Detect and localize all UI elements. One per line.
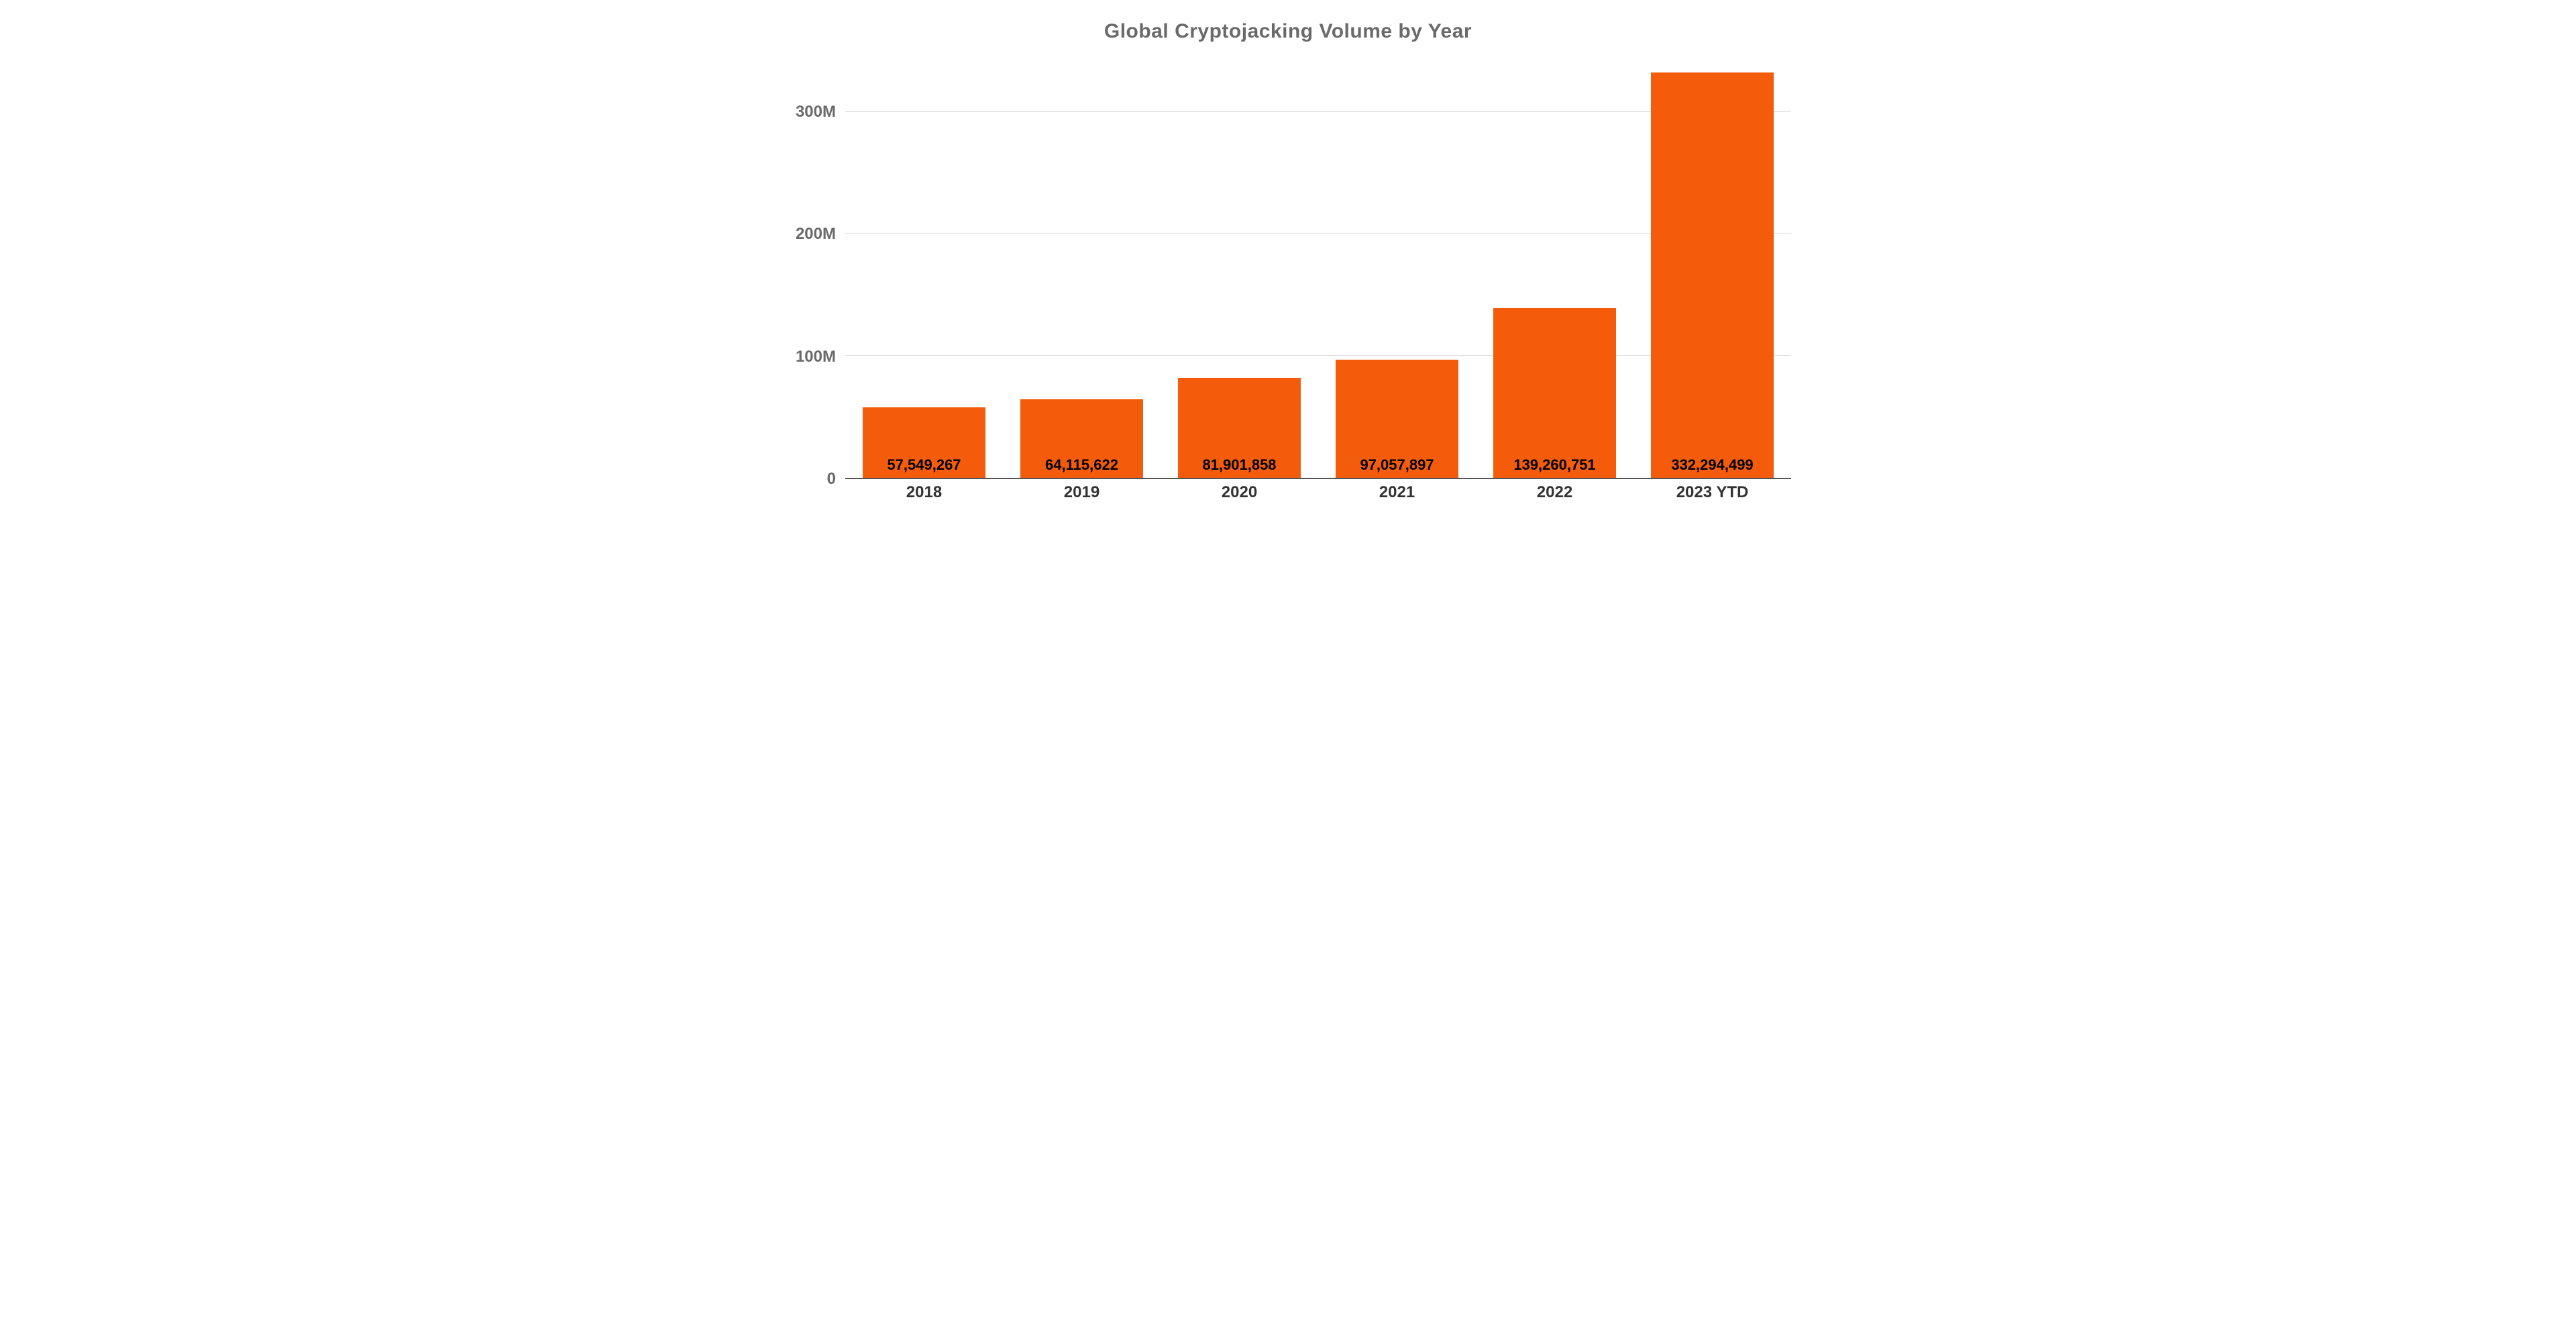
bar-value-label: 57,549,267 [845, 456, 1003, 474]
bar-value-label: 81,901,858 [1161, 456, 1318, 474]
bar-slot: 97,057,897 [1318, 63, 1476, 478]
x-axis: 201820192020202120222023 YTD [845, 479, 1791, 502]
x-tick-label: 2020 [1161, 479, 1318, 502]
y-tick-label: 300M [796, 103, 836, 121]
bar-value-label: 332,294,499 [1633, 456, 1791, 474]
bar [1493, 308, 1616, 478]
bar-slot: 139,260,751 [1476, 63, 1633, 478]
y-axis: 0100M200M300M [785, 63, 845, 479]
bars-layer: 57,549,26764,115,62281,901,85897,057,897… [845, 63, 1791, 478]
bar-value-label: 139,260,751 [1476, 456, 1633, 474]
x-tick-label: 2019 [1003, 479, 1161, 502]
x-tick-label: 2018 [845, 479, 1003, 502]
bar-slot: 81,901,858 [1161, 63, 1318, 478]
bar-slot: 57,549,267 [845, 63, 1003, 478]
bar-slot: 332,294,499 [1633, 63, 1791, 478]
x-tick-label: 2022 [1476, 479, 1633, 502]
chart-container: Global Cryptojacking Volume by Year 0 100… [765, 0, 1811, 522]
y-tick-label: 200M [796, 225, 836, 244]
bar-slot: 64,115,622 [1003, 63, 1161, 478]
plot-row: 0100M200M300M 57,549,26764,115,62281,901… [785, 63, 1791, 479]
bar [1651, 72, 1774, 478]
x-tick-label: 2023 YTD [1633, 479, 1791, 502]
y-tick-label: 100M [796, 348, 836, 366]
bar-value-label: 64,115,622 [1003, 456, 1161, 474]
y-tick-label: 0 [827, 470, 836, 489]
plot-area: 57,549,26764,115,62281,901,85897,057,897… [845, 63, 1791, 479]
x-tick-label: 2021 [1318, 479, 1476, 502]
chart-title: Global Cryptojacking Volume by Year [785, 20, 1791, 43]
bar-value-label: 97,057,897 [1318, 456, 1476, 474]
